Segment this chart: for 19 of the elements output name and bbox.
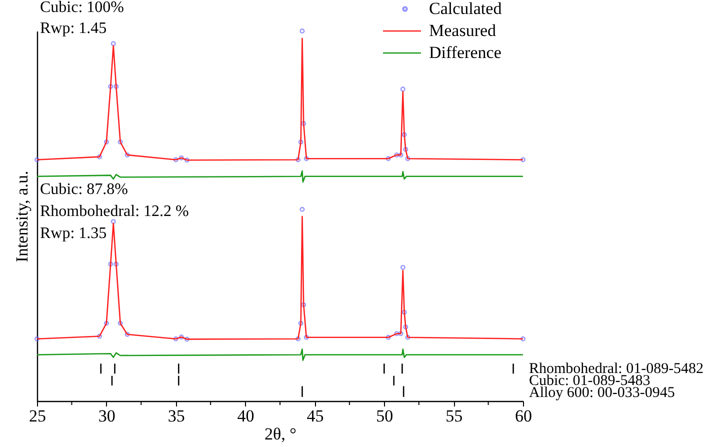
annotation: Rhombohedral: 12.2 % [40, 203, 189, 220]
annotation: Rwp: 1.35 [40, 225, 107, 242]
x-tick-label: 50 [376, 406, 394, 426]
y-axis-title: Intensity, a.u. [12, 170, 32, 262]
x-tick-label: 30 [98, 406, 116, 426]
x-tick-label: 25 [29, 406, 46, 426]
text: Alloy 600: 00-033-0945 [529, 385, 675, 401]
annotation: Rwp: 1.45 [40, 20, 107, 37]
x-tick-label: 35 [168, 406, 185, 426]
text: Cubic: 100% [40, 0, 124, 16]
x-axis-title: 2θ, ° [264, 424, 296, 444]
x-tick-label: 55 [446, 406, 463, 426]
x-tick-label: 40 [237, 406, 254, 426]
x-tick-label: 60 [515, 406, 532, 426]
legend-label: Difference [429, 43, 502, 62]
annotation: Cubic: 87.8% [40, 181, 128, 198]
legend-label: Calculated [429, 0, 502, 18]
x-tick-label: 45 [306, 406, 324, 426]
legend-label: Measured [429, 21, 497, 40]
